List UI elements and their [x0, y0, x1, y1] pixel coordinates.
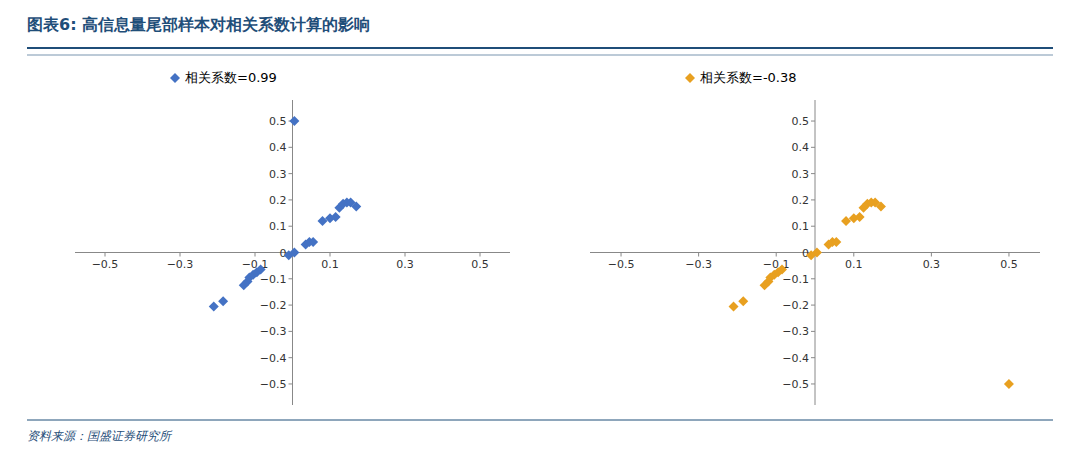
y-tick-label: −0.3: [782, 325, 809, 338]
x-tick: [698, 253, 699, 257]
scatter-point: [855, 212, 865, 222]
y-tick: [811, 357, 815, 358]
x-tick: [853, 253, 854, 257]
x-tick: [255, 253, 256, 257]
x-tick-label: 0.5: [1000, 258, 1018, 271]
y-tick: [289, 357, 293, 358]
y-tick-label: 0.5: [269, 115, 287, 128]
scatter-point: [289, 116, 299, 126]
scatter-point: [738, 296, 748, 306]
scatter-point: [777, 265, 787, 275]
y-tick-label: −0.1: [782, 273, 809, 286]
y-tick: [289, 278, 293, 279]
y-tick-label: −0.1: [260, 273, 287, 286]
marks: [209, 116, 362, 311]
scatter-point: [1004, 379, 1014, 389]
y-tick: [289, 147, 293, 148]
y-tick-label: −0.2: [260, 299, 287, 312]
title: 图表6: 高信息量尾部样本对相关系数计算的影响: [27, 15, 370, 34]
y-tick: [811, 147, 815, 148]
x-tick: [621, 253, 622, 257]
y-tick-label: 0.1: [792, 220, 810, 233]
y-tick: [811, 383, 815, 384]
x-tick-label: −0.5: [92, 258, 119, 271]
scatter-point: [256, 265, 266, 275]
y-tick: [811, 199, 815, 200]
scatter-point: [831, 237, 841, 247]
legend-item: 相关系数=0.99: [170, 70, 277, 85]
scatter-point: [308, 237, 318, 247]
x-tick: [776, 253, 777, 257]
y-tick-label: −0.4: [782, 352, 809, 365]
y-tick: [811, 173, 815, 174]
y-tick-label: 0: [280, 247, 287, 260]
plot: −0.5−0.3−0.10.10.30.5−0.5−0.4−0.3−0.2−0.…: [590, 100, 1040, 405]
x-tick-label: 0.3: [923, 258, 941, 271]
y-tick: [811, 305, 815, 306]
scatter-point: [812, 248, 822, 258]
y-tick: [289, 305, 293, 306]
x-tick-label: 0.1: [321, 258, 339, 271]
y-tick: [811, 331, 815, 332]
chart: 图表6: 高信息量尾部样本对相关系数计算的影响资料来源：国盛证券研究所 −0.5 −…: [0, 0, 1080, 466]
y-tick-label: −0.3: [260, 325, 287, 338]
y-tick: [289, 383, 293, 384]
header-rule: [27, 47, 1053, 49]
y-tick-label: −0.5: [260, 378, 287, 391]
scatter-point: [351, 201, 361, 211]
y-tick: [289, 226, 293, 227]
y-tick-label: 0.3: [792, 168, 810, 181]
background: [0, 0, 1080, 466]
scatter-point: [729, 301, 739, 311]
y-tick-label: 0.2: [269, 194, 287, 207]
y-tick: [811, 121, 815, 122]
x-tick: [480, 253, 481, 257]
x-tick-label: 0.1: [845, 258, 863, 271]
x-tick-label: −0.3: [167, 258, 194, 271]
y-tick: [289, 331, 293, 332]
y-tick-label: −0.4: [260, 352, 287, 365]
y-tick: [811, 278, 815, 279]
legend-label: 相关系数=-0.38: [700, 70, 797, 85]
x-tick: [405, 253, 406, 257]
y-tick: [289, 199, 293, 200]
y-tick-label: −0.2: [782, 299, 809, 312]
y-tick-label: 0.2: [792, 194, 810, 207]
scatter-point: [218, 296, 228, 306]
scatter-point: [289, 248, 299, 258]
x-tick: [105, 253, 106, 257]
y-tick-label: 0.3: [269, 168, 287, 181]
y-tick-label: 0.4: [269, 141, 287, 154]
y-tick: [811, 226, 815, 227]
plot: −0.5−0.3−0.10.10.30.5−0.5−0.4−0.3−0.2−0.…: [75, 100, 510, 405]
x-tick-label: −0.5: [608, 258, 635, 271]
scatter-point: [841, 216, 851, 226]
y-tick-label: 0.5: [792, 115, 810, 128]
x-tick: [931, 253, 932, 257]
x-tick-label: 0.5: [471, 258, 489, 271]
y-tick-label: 0: [802, 247, 809, 260]
marks: [729, 198, 1014, 389]
header-rule: [27, 55, 1053, 56]
scatter-point: [209, 301, 219, 311]
x-tick: [180, 253, 181, 257]
x-tick-label: 0.3: [396, 258, 414, 271]
legend-symbol: [685, 73, 695, 83]
y-tick-label: 0.1: [269, 220, 287, 233]
source-note: 资料来源：国盛证券研究所: [27, 429, 173, 443]
legend-label: 相关系数=0.99: [185, 70, 277, 85]
y-tick-label: 0.4: [792, 141, 810, 154]
x-tick-label: −0.3: [685, 258, 712, 271]
y-tick: [289, 173, 293, 174]
scatter-point: [331, 212, 341, 222]
scatter-point: [876, 201, 886, 211]
x-tick: [330, 253, 331, 257]
legend-item: 相关系数=-0.38: [685, 70, 797, 85]
footer-rule: [27, 420, 1053, 421]
x-tick: [1008, 253, 1009, 257]
legend-symbol: [170, 73, 180, 83]
y-tick-label: −0.5: [782, 378, 809, 391]
